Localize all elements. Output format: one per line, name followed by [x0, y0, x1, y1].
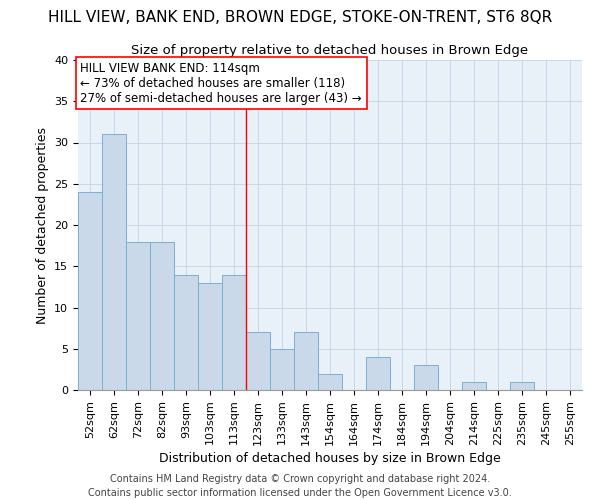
Bar [318, 374, 342, 390]
Bar [414, 365, 438, 390]
Bar [126, 242, 150, 390]
Text: HILL VIEW, BANK END, BROWN EDGE, STOKE-ON-TRENT, ST6 8QR: HILL VIEW, BANK END, BROWN EDGE, STOKE-O… [48, 10, 552, 25]
Bar [510, 382, 534, 390]
X-axis label: Distribution of detached houses by size in Brown Edge: Distribution of detached houses by size … [159, 452, 501, 464]
Bar [462, 382, 486, 390]
Bar [222, 274, 246, 390]
Bar [174, 274, 198, 390]
Text: Contains HM Land Registry data © Crown copyright and database right 2024.
Contai: Contains HM Land Registry data © Crown c… [88, 474, 512, 498]
Bar [270, 349, 294, 390]
Title: Size of property relative to detached houses in Brown Edge: Size of property relative to detached ho… [131, 44, 529, 58]
Bar [294, 332, 318, 390]
Bar [198, 283, 222, 390]
Text: HILL VIEW BANK END: 114sqm
← 73% of detached houses are smaller (118)
27% of sem: HILL VIEW BANK END: 114sqm ← 73% of deta… [80, 62, 362, 104]
Y-axis label: Number of detached properties: Number of detached properties [35, 126, 49, 324]
Bar [150, 242, 174, 390]
Bar [246, 332, 270, 390]
Bar [78, 192, 102, 390]
Bar [366, 357, 390, 390]
Bar [102, 134, 126, 390]
